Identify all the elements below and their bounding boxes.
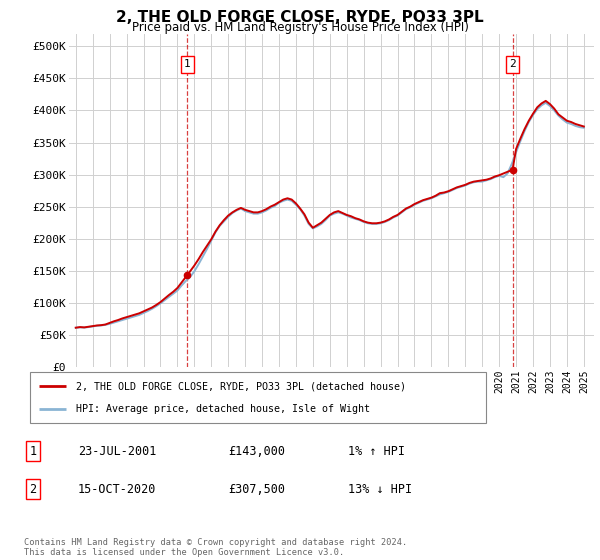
- Text: 2, THE OLD FORGE CLOSE, RYDE, PO33 3PL: 2, THE OLD FORGE CLOSE, RYDE, PO33 3PL: [116, 10, 484, 25]
- Text: 1% ↑ HPI: 1% ↑ HPI: [348, 445, 405, 458]
- Text: HPI: Average price, detached house, Isle of Wight: HPI: Average price, detached house, Isle…: [76, 404, 370, 414]
- Text: Contains HM Land Registry data © Crown copyright and database right 2024.
This d: Contains HM Land Registry data © Crown c…: [24, 538, 407, 557]
- Text: 13% ↓ HPI: 13% ↓ HPI: [348, 483, 412, 496]
- Text: 23-JUL-2001: 23-JUL-2001: [78, 445, 157, 458]
- Text: 15-OCT-2020: 15-OCT-2020: [78, 483, 157, 496]
- Text: 1: 1: [184, 59, 191, 69]
- Text: 2, THE OLD FORGE CLOSE, RYDE, PO33 3PL (detached house): 2, THE OLD FORGE CLOSE, RYDE, PO33 3PL (…: [76, 381, 406, 391]
- Text: Price paid vs. HM Land Registry's House Price Index (HPI): Price paid vs. HM Land Registry's House …: [131, 21, 469, 34]
- Text: 1: 1: [29, 445, 37, 458]
- Text: 2: 2: [509, 59, 516, 69]
- Text: £143,000: £143,000: [228, 445, 285, 458]
- Text: £307,500: £307,500: [228, 483, 285, 496]
- Text: 2: 2: [29, 483, 37, 496]
